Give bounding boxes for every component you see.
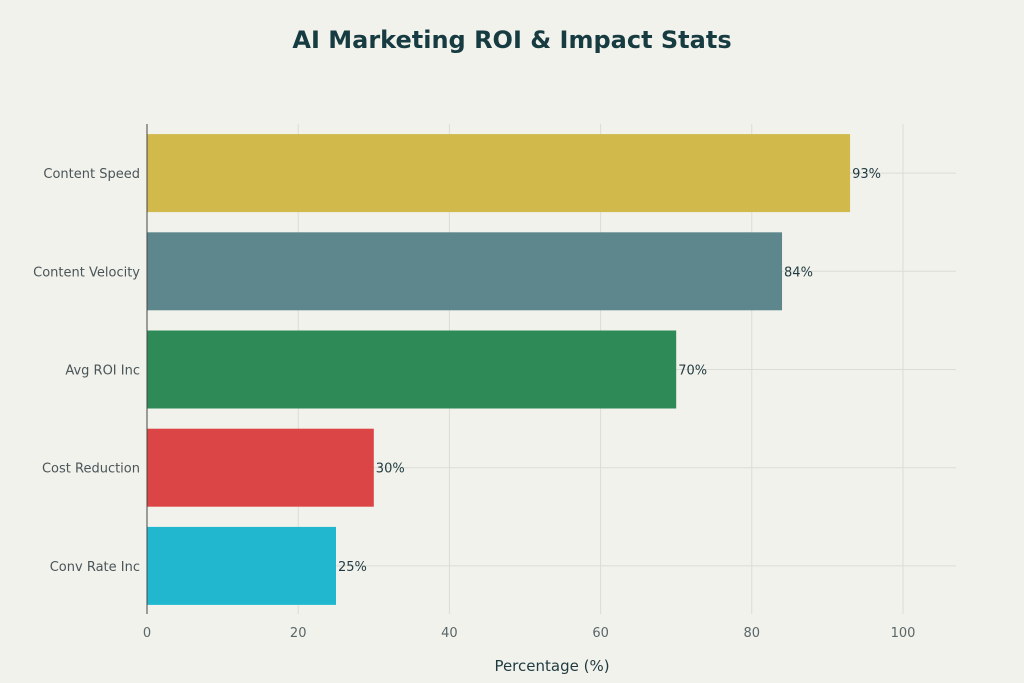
- x-ticks: 0 20 40 60 80 100: [143, 626, 916, 641]
- x-tick-label: 40: [441, 626, 458, 641]
- data-label: 30%: [376, 462, 405, 477]
- y-tick-label: Avg ROI Inc: [65, 364, 140, 379]
- bar: [147, 526, 336, 605]
- x-tick-label: 60: [592, 626, 609, 641]
- y-tick-label: Conv Rate Inc: [50, 560, 140, 575]
- bars: [147, 134, 851, 605]
- y-tick-label: Content Velocity: [33, 265, 140, 280]
- data-label: 84%: [784, 265, 813, 280]
- data-label: 93%: [852, 167, 881, 182]
- chart-title: AI Marketing ROI & Impact Stats: [292, 26, 731, 54]
- data-label: 70%: [678, 364, 707, 379]
- y-tick-label: Content Speed: [43, 167, 140, 182]
- data-labels: 93% 84% 70% 30% 25%: [338, 167, 881, 575]
- bar: [147, 330, 677, 409]
- x-tick-label: 80: [744, 626, 761, 641]
- bar: [147, 134, 851, 213]
- bar: [147, 428, 374, 507]
- x-axis-label: Percentage (%): [494, 657, 609, 675]
- bar: [147, 232, 783, 311]
- x-tick-label: 20: [290, 626, 307, 641]
- x-tick-label: 100: [891, 626, 916, 641]
- y-tick-label: Cost Reduction: [42, 462, 140, 477]
- y-ticks: Content Speed Content Velocity Avg ROI Inc…: [33, 167, 140, 575]
- x-tick-label: 0: [143, 626, 151, 641]
- data-label: 25%: [338, 560, 367, 575]
